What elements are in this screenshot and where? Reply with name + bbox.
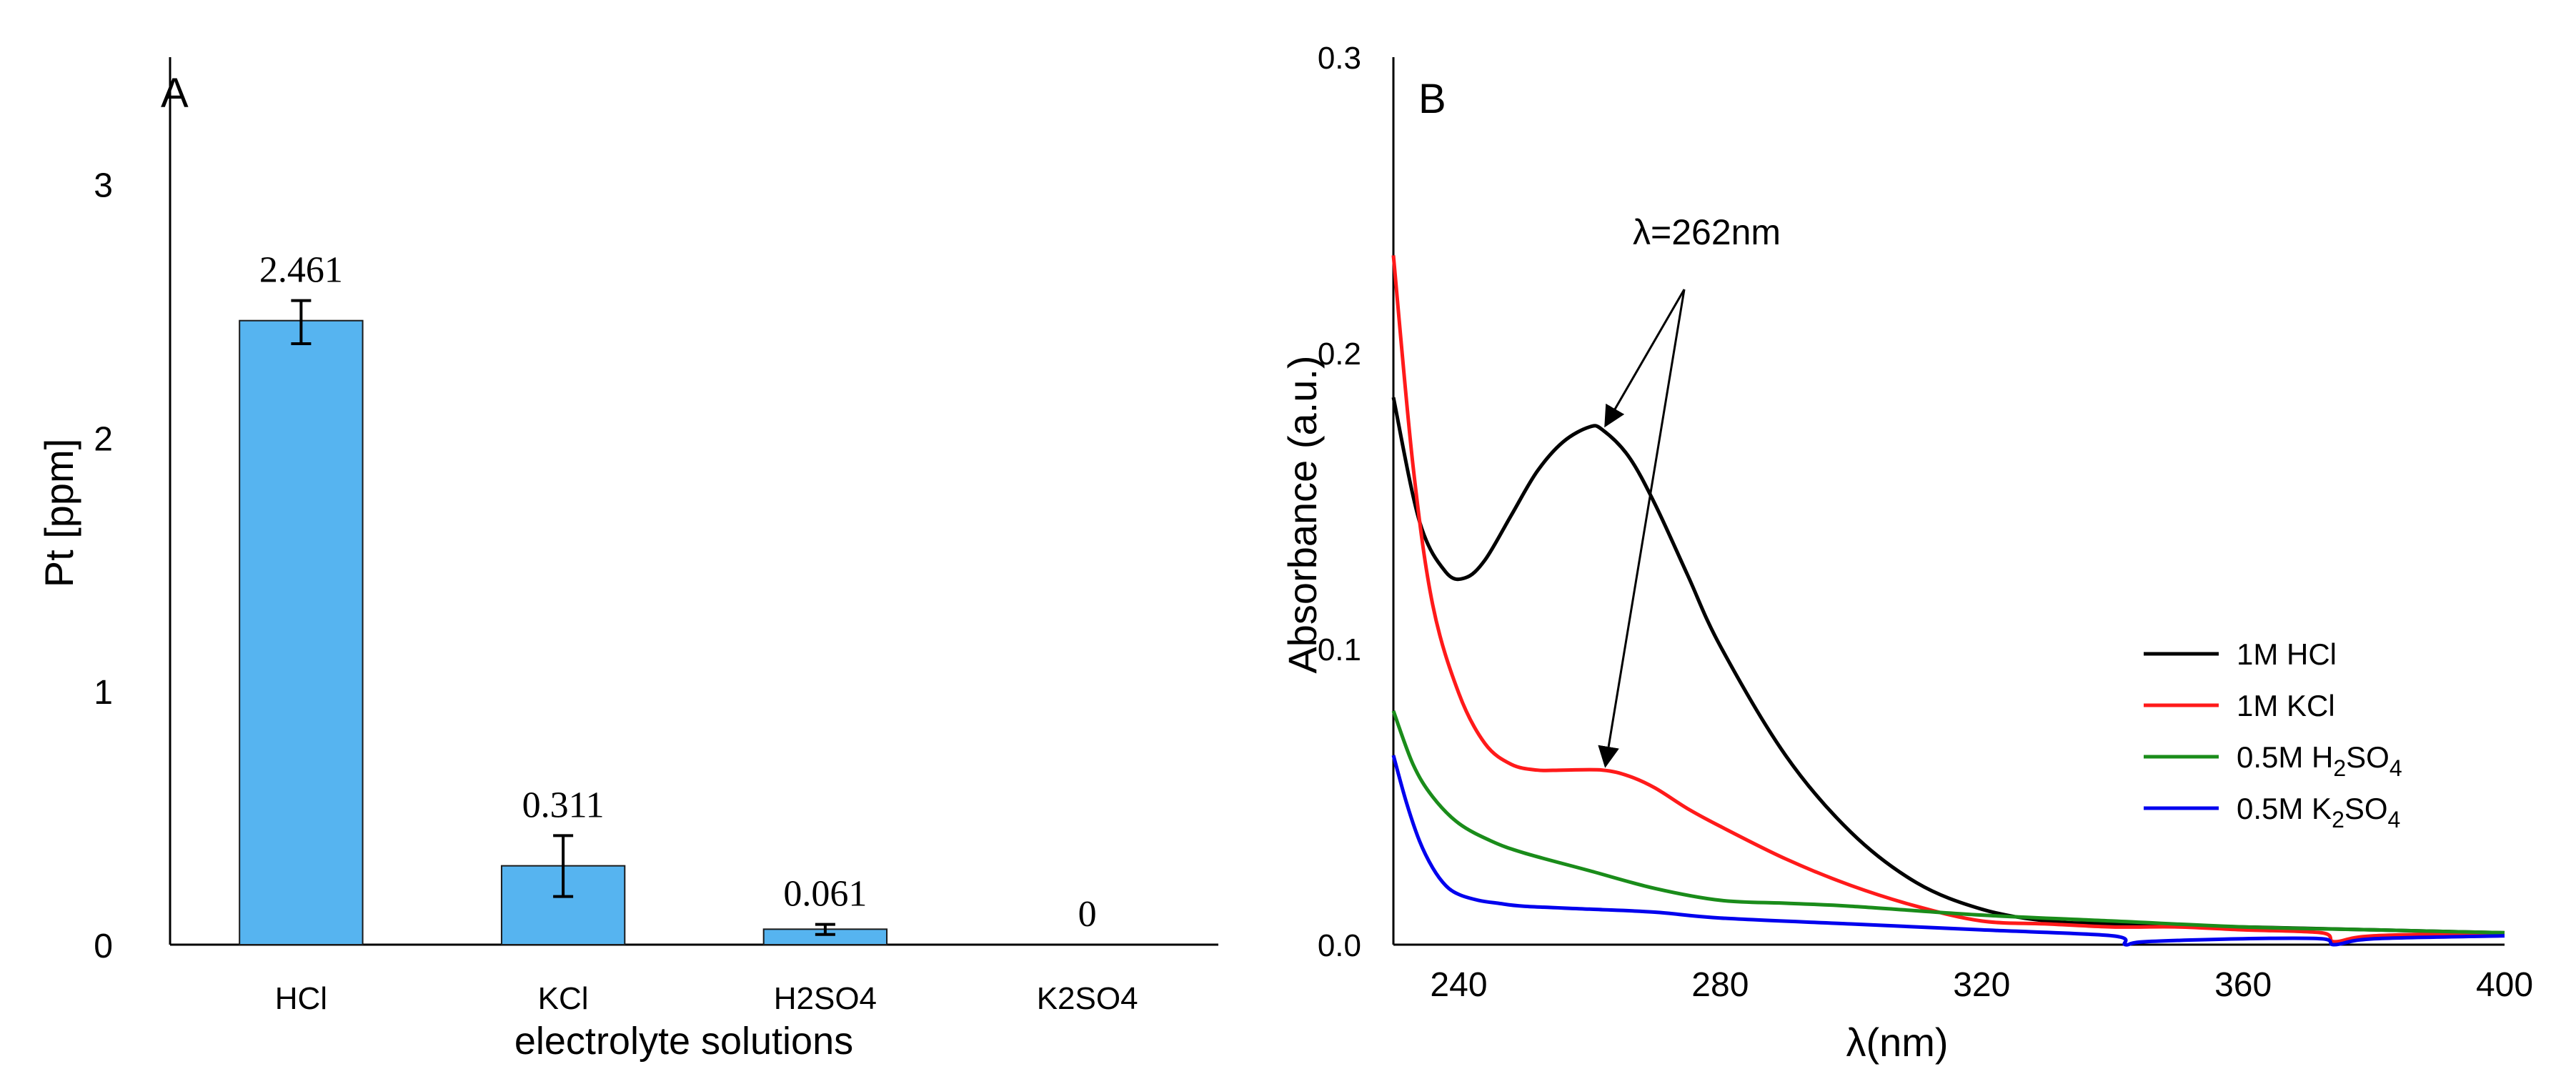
y-tick-label: 0 xyxy=(94,928,113,965)
y-tick-label: 0.2 xyxy=(1318,337,1361,372)
legend-label: 1M HCl xyxy=(2237,637,2337,671)
series-line-0 xyxy=(1391,397,2505,935)
chart-b: B Absorbance (a.u.) λ(nm) 0.0 0.1 0.2 0.3 2… xyxy=(1280,41,2533,1065)
series-line-2 xyxy=(1391,710,2505,935)
chart-a: A Pt [ppm] electrolyte solutions 0 1 2 3 2.… xyxy=(36,57,1218,1063)
x-axis-label: electrolyte solutions xyxy=(514,1020,853,1063)
y-axis-label: Pt [ppm] xyxy=(36,439,81,588)
y-tick-label: 0.3 xyxy=(1318,41,1361,76)
y-tick-label: 2 xyxy=(94,420,113,458)
error-bar xyxy=(553,834,574,898)
legend-item: 1M KCl xyxy=(2144,689,2335,722)
x-tick-label: HCl xyxy=(275,981,327,1016)
y-tick-label: 0.1 xyxy=(1318,632,1361,667)
data-label: 0 xyxy=(1078,894,1097,935)
x-tick-label: 400 xyxy=(2476,966,2533,1004)
peak-annotation: λ=262nm xyxy=(1633,212,1781,252)
y-tick-label: 3 xyxy=(94,166,113,204)
series-line-3 xyxy=(1391,755,2505,947)
panel-label-a: A xyxy=(161,70,189,116)
panel-label-b: B xyxy=(1418,76,1446,122)
y-axis-label: Absorbance (a.u.) xyxy=(1280,355,1325,673)
x-tick-label: 320 xyxy=(1953,966,2010,1004)
data-label: 0.311 xyxy=(522,785,605,825)
x-axis-label: λ(nm) xyxy=(1846,1020,1948,1065)
x-tick-label: 360 xyxy=(2214,966,2272,1004)
legend-label: 1M KCl xyxy=(2237,689,2335,722)
x-tick-label: 280 xyxy=(1691,966,1749,1004)
data-label: 0.061 xyxy=(783,874,867,915)
legend-item: 0.5M H2SO4 xyxy=(2144,740,2402,781)
legend-label: 0.5M H2SO4 xyxy=(2237,740,2402,781)
annotation-arrow xyxy=(1604,289,1686,428)
x-tick-label: KCl xyxy=(538,981,589,1016)
legend-label: 0.5M K2SO4 xyxy=(2237,792,2400,832)
bar-hcl xyxy=(239,319,364,945)
y-tick-label: 0.0 xyxy=(1318,928,1361,963)
x-tick-label: H2SO4 xyxy=(774,981,877,1016)
error-bar xyxy=(291,299,312,345)
legend-item: 1M HCl xyxy=(2144,637,2337,671)
annotation-arrow xyxy=(1598,289,1686,768)
x-tick-label: 240 xyxy=(1430,966,1487,1004)
y-tick-label: 1 xyxy=(94,674,113,712)
series-line-1 xyxy=(1391,255,2505,944)
x-tick-label: K2SO4 xyxy=(1037,981,1138,1016)
data-label: 2.461 xyxy=(259,250,343,291)
error-bar xyxy=(815,923,835,936)
legend-item: 0.5M K2SO4 xyxy=(2144,792,2400,832)
